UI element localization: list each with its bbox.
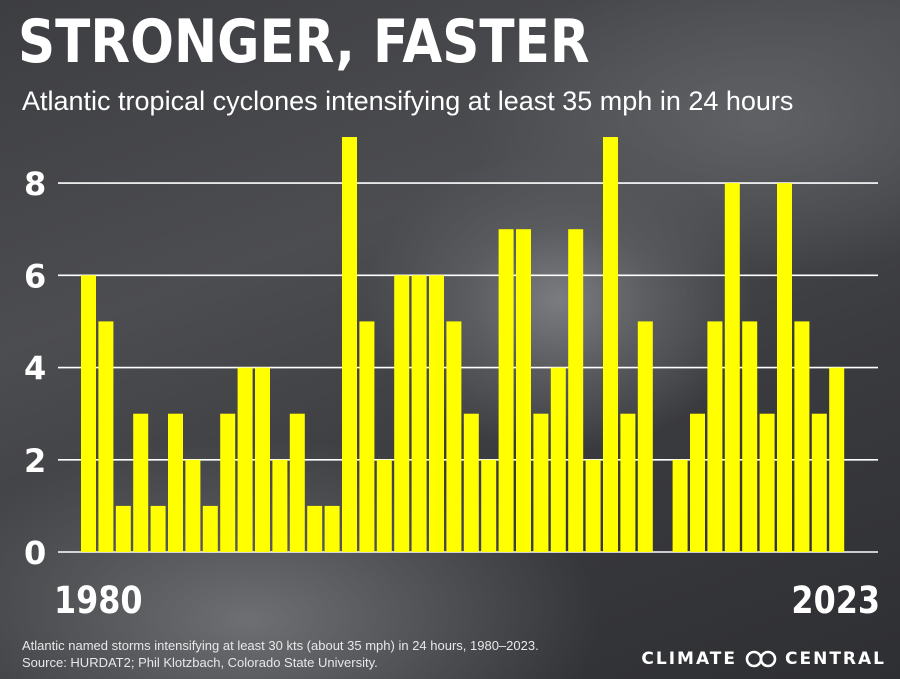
bar-1989 bbox=[237, 367, 253, 552]
bar-1997 bbox=[376, 459, 392, 552]
bar-1996 bbox=[359, 321, 375, 552]
bar-1984 bbox=[150, 505, 166, 552]
climate-central-logo: CLIMATE CENTRAL bbox=[641, 649, 886, 669]
bar-1983 bbox=[133, 413, 149, 552]
chart-subtitle: Atlantic tropical cyclones intensifying … bbox=[22, 86, 794, 116]
bar-2001 bbox=[446, 321, 462, 552]
y-tick-label: 6 bbox=[24, 257, 46, 295]
bar-2010 bbox=[603, 137, 618, 552]
bar-1990 bbox=[255, 367, 270, 552]
bar-2017 bbox=[724, 183, 740, 552]
bar-1991 bbox=[272, 459, 288, 552]
bar-2008 bbox=[568, 229, 584, 552]
bar-2020 bbox=[777, 183, 792, 552]
bar-2016 bbox=[707, 321, 723, 552]
bar-1981 bbox=[98, 321, 114, 552]
bar-1986 bbox=[185, 459, 201, 552]
bar-1988 bbox=[220, 413, 236, 552]
bar-1999 bbox=[411, 275, 427, 552]
bar-2011 bbox=[620, 413, 636, 552]
bar-1985 bbox=[168, 413, 183, 552]
bar-2005 bbox=[516, 229, 531, 552]
x-start-label: 1980 bbox=[54, 580, 143, 623]
x-end-label: 2023 bbox=[791, 580, 880, 623]
footnote-source: Source: HURDAT2; Phil Klotzbach, Colorad… bbox=[22, 655, 378, 670]
chart-title: STRONGER, FASTER bbox=[18, 7, 590, 77]
logo-text-right: CENTRAL bbox=[785, 649, 886, 669]
footnote: Atlantic named storms intensifying at le… bbox=[22, 637, 539, 671]
bar-2000 bbox=[429, 275, 444, 552]
y-tick-label: 0 bbox=[24, 534, 46, 572]
bar-1980 bbox=[81, 275, 96, 552]
bar-2021 bbox=[794, 321, 810, 552]
bar-2014 bbox=[672, 459, 688, 552]
bar-2019 bbox=[759, 413, 775, 552]
bar-2012 bbox=[637, 321, 653, 552]
bar-1994 bbox=[324, 505, 340, 552]
bar-2007 bbox=[550, 367, 566, 552]
bar-1992 bbox=[289, 413, 305, 552]
bar-1987 bbox=[202, 505, 218, 552]
y-tick-label: 8 bbox=[24, 165, 46, 203]
y-tick-label: 4 bbox=[24, 350, 46, 388]
y-tick-label: 2 bbox=[24, 442, 46, 480]
bar-2002 bbox=[463, 413, 479, 552]
bar-2009 bbox=[585, 459, 601, 552]
bar-1998 bbox=[394, 275, 410, 552]
bars bbox=[81, 137, 845, 552]
bar-2022 bbox=[811, 413, 827, 552]
footnote-description: Atlantic named storms intensifying at le… bbox=[22, 638, 539, 653]
y-axis-ticks: 0 2 4 6 8 bbox=[24, 165, 46, 572]
bar-2018 bbox=[742, 321, 758, 552]
bar-1995 bbox=[342, 137, 357, 552]
bar-1982 bbox=[115, 505, 131, 552]
bar-2004 bbox=[498, 229, 514, 552]
bar-1993 bbox=[307, 505, 323, 552]
bar-2015 bbox=[690, 413, 705, 552]
bar-2006 bbox=[533, 413, 549, 552]
bar-2003 bbox=[481, 459, 497, 552]
bar-2023 bbox=[829, 367, 845, 552]
infinity-icon bbox=[745, 650, 777, 668]
logo-text-left: CLIMATE bbox=[641, 649, 737, 669]
